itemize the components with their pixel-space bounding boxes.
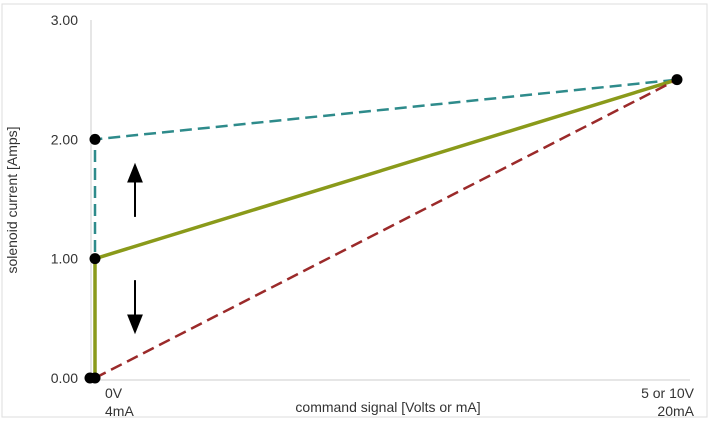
series-layer <box>93 77 678 380</box>
x-tick-label: 5 or 10V <box>641 385 695 401</box>
y-tick-label: 3.00 <box>51 12 78 28</box>
plot-frame <box>1 3 708 418</box>
x-tick-label: 20mA <box>657 403 694 419</box>
points-layer <box>84 74 683 384</box>
series-line <box>94 78 678 380</box>
data-point <box>84 372 96 384</box>
x-tick-labels: 0V 4mA 5 or 10V 20mA <box>105 385 695 419</box>
data-point <box>89 133 101 145</box>
y-tick-label: 1.00 <box>51 251 78 267</box>
y-axis-title: solenoid current [Amps] <box>4 126 20 273</box>
x-tick-label: 0V <box>105 385 123 401</box>
y-tick-labels: 0.00 1.00 2.00 3.00 <box>51 12 78 386</box>
data-point <box>671 74 683 86</box>
x-tick-label: 4mA <box>105 403 134 419</box>
data-point <box>89 253 101 265</box>
y-tick-label: 0.00 <box>51 370 78 386</box>
y-tick-label: 2.00 <box>51 131 78 147</box>
x-axis-title: command signal [Volts or mA] <box>295 399 480 415</box>
